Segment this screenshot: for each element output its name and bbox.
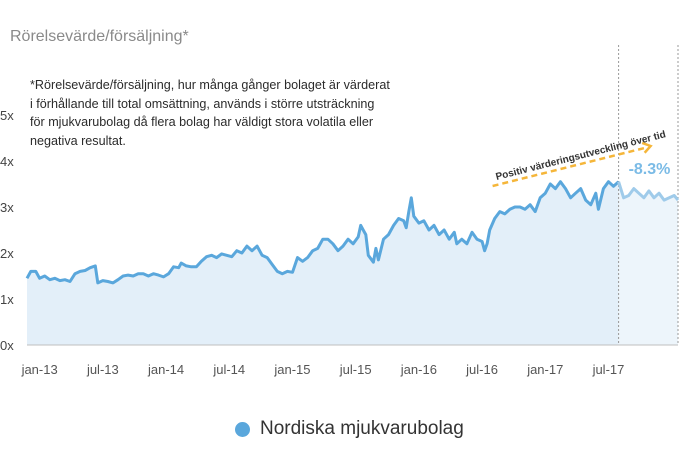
legend-marker [235, 421, 250, 437]
y-tick-label: 4x [0, 154, 14, 169]
x-tick-label: jan-16 [400, 362, 437, 377]
legend: Nordiska mjukvarubolag [235, 418, 464, 440]
chart-title: Rörelsevärde/försäljning* [10, 28, 189, 45]
x-tick-label: jan-13 [21, 362, 58, 377]
area-fill [27, 181, 619, 345]
y-tick-label: 0x [0, 338, 14, 353]
x-tick-label: jul-17 [592, 362, 625, 377]
annotation-arrow [492, 146, 645, 188]
annotation-arrowhead [641, 141, 653, 154]
x-tick-label: jan-14 [147, 362, 184, 377]
x-tick-label: jan-15 [273, 362, 310, 377]
y-tick-label: 1x [0, 292, 14, 307]
y-axis: 0x 1x 2x 3x 4x 5x [0, 108, 14, 353]
x-tick-label: jul-14 [212, 362, 245, 377]
change-label: -8.3% [629, 161, 671, 178]
area-fill-recent [618, 181, 678, 345]
x-axis: jan-13 jul-13 jan-14 jul-14 jan-15 jul-15 jan-… [21, 362, 625, 377]
x-tick-label: jul-15 [339, 362, 372, 377]
chart-footnote: *Rörelsevärde/försäljning, hur många gån… [30, 78, 390, 148]
legend-label: Nordiska mjukvarubolag [260, 418, 464, 439]
x-tick-label: jul-16 [465, 362, 498, 377]
x-tick-label: jan-17 [526, 362, 563, 377]
y-tick-label: 2x [0, 246, 14, 261]
y-tick-label: 5x [0, 108, 14, 123]
y-tick-label: 3x [0, 200, 14, 215]
series-line-recent [617, 181, 680, 202]
series-line [25, 180, 620, 285]
x-tick-label: jul-13 [86, 362, 119, 377]
